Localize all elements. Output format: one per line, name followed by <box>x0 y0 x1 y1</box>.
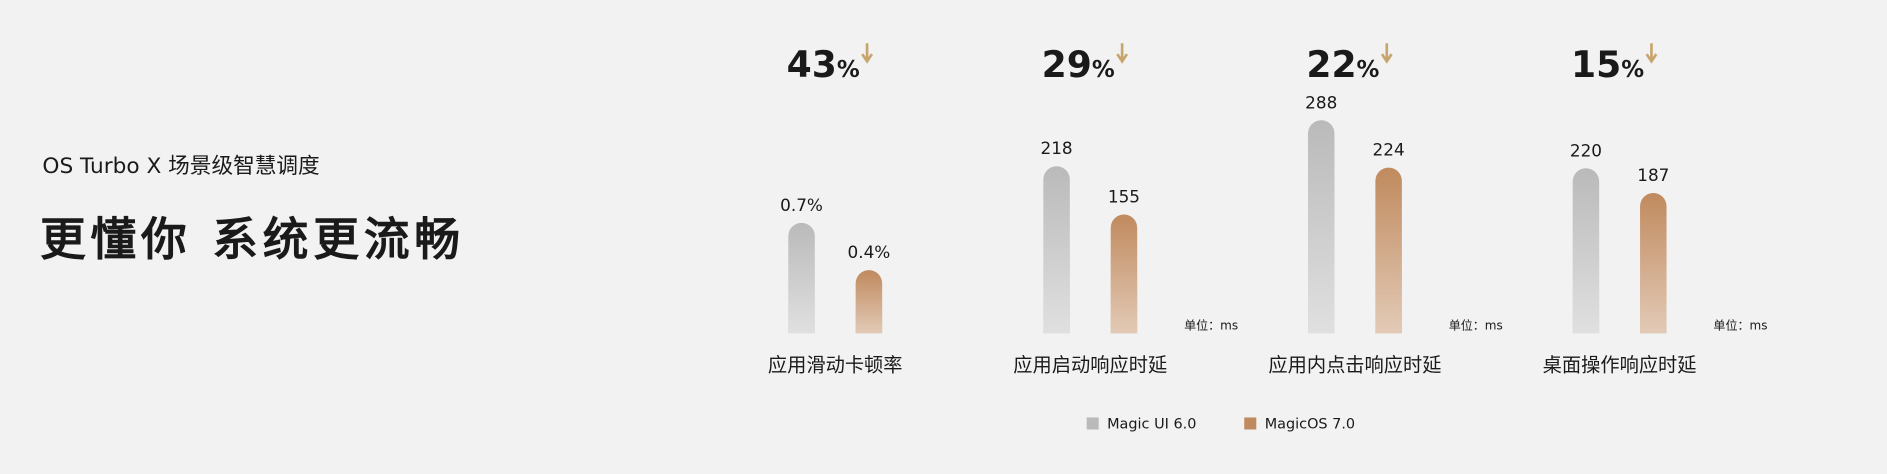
reduction-label: 43% <box>787 44 860 86</box>
category-label: 应用滑动卡顿率 <box>768 354 903 377</box>
value-label: 187 <box>1637 165 1669 185</box>
value-label: 0.7% <box>780 195 823 215</box>
value-label: 0.4% <box>848 242 891 262</box>
bar-highlight <box>1375 167 1402 334</box>
reduction-label: 22% <box>1306 44 1379 86</box>
down-arrow <box>1116 43 1129 64</box>
bar-highlight <box>1308 120 1335 334</box>
legend-label: Magic UI 6.0 <box>1107 416 1196 432</box>
subtitle: OS Turbo X 场景级智慧调度 <box>42 154 319 179</box>
unit-label: 单位：ms <box>1184 318 1238 333</box>
value-label: 288 <box>1305 92 1337 112</box>
category-label: 应用启动响应时延 <box>1013 354 1167 377</box>
legend-swatch <box>1244 417 1257 430</box>
title: 更懂你 系统更流畅 <box>40 213 465 266</box>
down-arrow <box>861 43 873 64</box>
value-label: 220 <box>1570 140 1602 160</box>
down-arrow <box>1380 43 1393 64</box>
unit-label: 单位：ms <box>1713 318 1767 333</box>
value-label: 218 <box>1041 138 1073 158</box>
bar-highlight <box>1110 214 1138 334</box>
value-label: 224 <box>1373 140 1405 160</box>
reduction-label: 29% <box>1042 44 1115 86</box>
legend-swatch <box>1086 417 1099 430</box>
bar-highlight <box>1640 193 1667 334</box>
bar-highlight <box>788 222 815 334</box>
bar-highlight <box>1043 166 1070 334</box>
bar-highlight <box>855 270 883 334</box>
category-label: 应用内点击响应时延 <box>1268 354 1441 377</box>
unit-label: 单位：ms <box>1449 318 1503 333</box>
value-label: 155 <box>1108 186 1140 206</box>
reduction-label: 15% <box>1571 44 1644 86</box>
down-arrow <box>1645 43 1658 64</box>
bar-highlight <box>1572 168 1600 334</box>
category-label: 桌面操作响应时延 <box>1543 354 1697 377</box>
legend-label: MagicOS 7.0 <box>1265 416 1355 432</box>
